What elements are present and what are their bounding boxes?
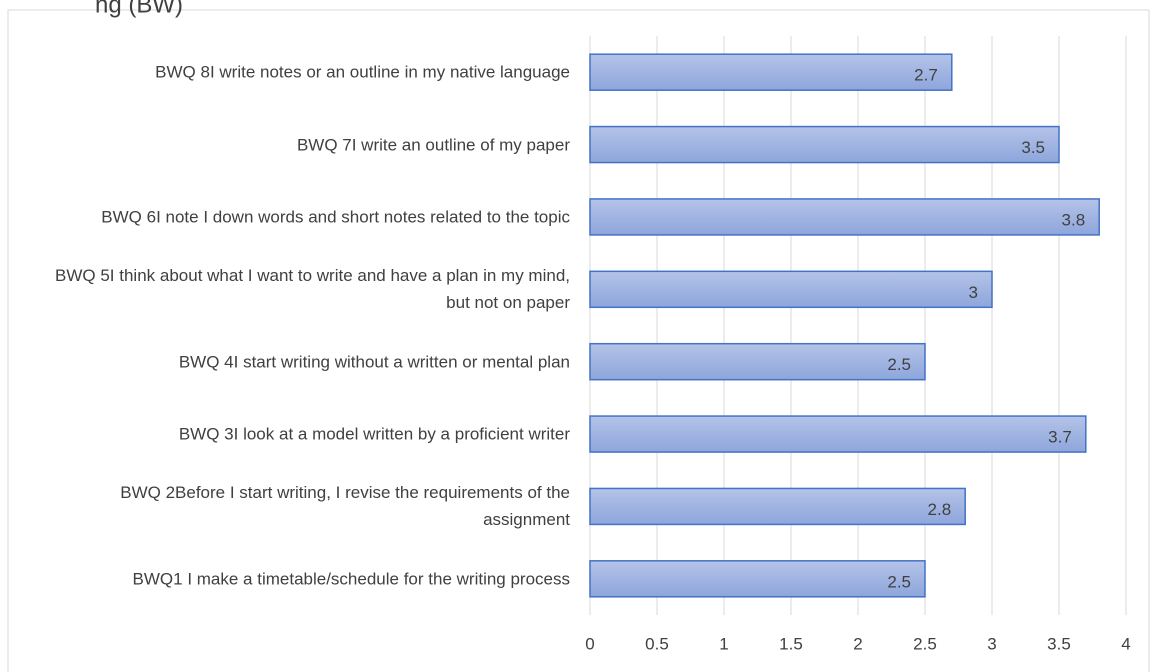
- x-tick-label: 4: [1121, 634, 1130, 653]
- y-tick-label: BWQ 2Before I start writing, I revise th…: [120, 483, 570, 530]
- bar: [589, 487, 966, 526]
- value-label: 2.7: [914, 66, 938, 85]
- y-tick-label: BWQ 5I think about what I want to write …: [55, 266, 570, 313]
- value-label: 3: [969, 283, 978, 302]
- bar: [589, 198, 1100, 236]
- value-label: 2.5: [887, 355, 911, 374]
- value-label: 2.8: [928, 500, 952, 519]
- y-tick-label: BWQ1 I make a timetable/schedule for the…: [132, 569, 570, 589]
- y-tick-label: BWQ 3I look at a model written by a prof…: [178, 424, 570, 444]
- value-label: 2.5: [887, 572, 911, 591]
- bar: [589, 125, 1060, 164]
- x-tick-label: 0: [585, 634, 594, 653]
- y-tick-label: BWQ 8I write notes or an outline in my n…: [155, 62, 570, 82]
- x-tick-label: 2.5: [913, 634, 937, 653]
- y-tick-label: BWQ 7I write an outline of my paper: [296, 135, 570, 155]
- chart-border: [7, 9, 1150, 672]
- y-tick-label: BWQ 6I note I down words and short notes…: [101, 207, 570, 227]
- value-label: 3.8: [1062, 210, 1086, 229]
- bar: [589, 415, 1087, 453]
- x-tick-label: 1: [719, 634, 728, 653]
- chart-title: ng (BW): [95, 0, 183, 18]
- bar: [589, 270, 993, 309]
- x-tick-label: 0.5: [645, 634, 669, 653]
- y-tick-label: BWQ 4I start writing without a written o…: [178, 352, 570, 372]
- bar: [589, 53, 953, 91]
- bar: [589, 560, 926, 598]
- value-label: 3.5: [1021, 138, 1045, 157]
- x-tick-label: 2: [853, 634, 862, 653]
- x-tick-label: 3: [987, 634, 996, 653]
- value-label: 3.7: [1048, 428, 1072, 447]
- x-tick-label: 1.5: [779, 634, 803, 653]
- bar: [589, 342, 926, 381]
- x-tick-label: 3.5: [1047, 634, 1071, 653]
